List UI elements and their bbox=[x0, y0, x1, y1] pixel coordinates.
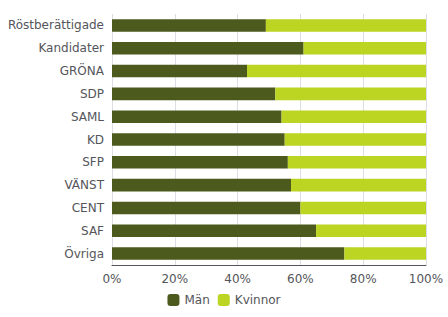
svg-text:80%: 80% bbox=[350, 272, 377, 286]
svg-text:SAF: SAF bbox=[81, 224, 104, 238]
svg-text:SFP: SFP bbox=[82, 155, 104, 169]
svg-text:GRÖNA: GRÖNA bbox=[60, 62, 105, 78]
svg-text:SDP: SDP bbox=[80, 87, 104, 101]
svg-text:Män: Män bbox=[184, 293, 209, 307]
svg-text:100%: 100% bbox=[409, 272, 443, 286]
svg-text:Övriga: Övriga bbox=[64, 245, 104, 261]
svg-text:KD: KD bbox=[87, 133, 104, 147]
svg-text:0%: 0% bbox=[102, 272, 121, 286]
svg-text:20%: 20% bbox=[161, 272, 188, 286]
svg-text:Röstberättigade: Röstberättigade bbox=[8, 18, 104, 32]
svg-text:Kvinnor: Kvinnor bbox=[235, 293, 281, 307]
svg-text:CENT: CENT bbox=[72, 201, 105, 215]
svg-text:40%: 40% bbox=[224, 272, 251, 286]
svg-text:SAML: SAML bbox=[71, 110, 104, 124]
svg-text:60%: 60% bbox=[287, 272, 314, 286]
svg-text:Kandidater: Kandidater bbox=[38, 41, 104, 55]
svg-text:VÄNST: VÄNST bbox=[64, 177, 104, 192]
